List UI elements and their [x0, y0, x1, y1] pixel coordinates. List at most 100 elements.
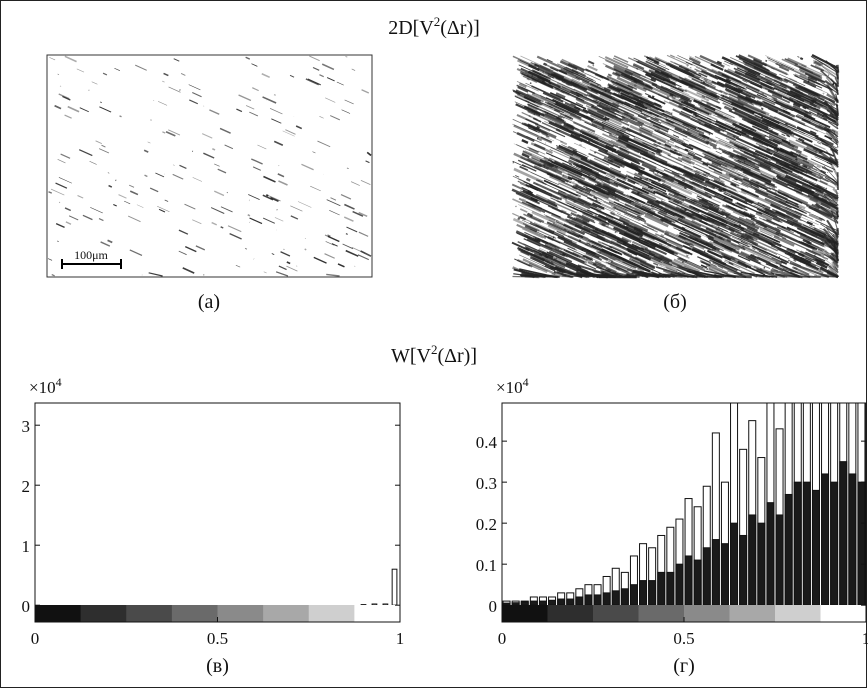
texture-stroke	[789, 238, 824, 255]
texture-stroke	[780, 130, 790, 136]
texture-stroke	[768, 169, 786, 179]
texture-stroke	[211, 221, 218, 226]
texture-stroke	[350, 181, 360, 186]
bar	[629, 584, 638, 606]
bar	[766, 502, 775, 606]
texture-stroke	[787, 57, 807, 68]
texture-stroke	[516, 80, 539, 92]
texture-stroke	[289, 74, 295, 78]
texture-stroke	[735, 132, 763, 146]
texture-stroke	[625, 174, 649, 187]
texture-stroke	[611, 71, 621, 78]
texture-stroke	[720, 64, 723, 67]
texture-stroke	[568, 145, 577, 151]
texture-stroke	[755, 211, 773, 222]
texture-stroke	[590, 114, 626, 132]
texture-stroke	[749, 171, 767, 181]
texture-stroke	[67, 105, 80, 113]
texture-stroke	[754, 190, 793, 209]
texture-stroke	[764, 210, 778, 218]
texture-stroke	[621, 117, 641, 128]
texture-stroke	[529, 253, 555, 266]
texture-stroke	[772, 179, 804, 196]
texture-stroke	[608, 133, 621, 141]
texture-stroke	[759, 163, 772, 171]
texture-stroke	[618, 191, 624, 195]
texture-stroke	[834, 138, 838, 141]
texture-stroke	[749, 266, 764, 275]
texture-stroke	[552, 98, 580, 113]
texture-stroke	[799, 256, 812, 264]
texture-stroke	[360, 250, 372, 257]
bar	[566, 598, 575, 606]
texture-stroke	[781, 166, 793, 173]
bar	[575, 596, 584, 606]
texture-stroke	[796, 227, 831, 244]
texture-stroke	[667, 154, 683, 163]
texture-stroke	[752, 253, 755, 256]
texture-stroke	[684, 198, 696, 205]
texture-stroke	[589, 149, 607, 158]
texture-stroke	[619, 147, 630, 155]
texture-stroke	[627, 178, 636, 185]
texture-stroke	[672, 108, 691, 118]
texture-stroke	[587, 108, 605, 118]
texture-stroke	[650, 204, 675, 217]
texture-stroke	[262, 217, 275, 224]
texture-stroke	[702, 81, 706, 85]
texture-stroke	[522, 228, 543, 239]
texture-stroke	[681, 142, 686, 147]
texture-stroke	[565, 202, 594, 216]
texture-stroke	[742, 80, 748, 83]
texture-stroke	[636, 232, 643, 236]
texture-stroke	[700, 213, 740, 232]
texture-stroke	[626, 145, 663, 164]
texture-stroke	[585, 105, 614, 119]
texture-stroke	[725, 204, 752, 218]
texture-stroke	[633, 172, 649, 181]
texture-stroke	[820, 202, 839, 214]
bar	[548, 599, 557, 606]
texture-stroke	[550, 213, 569, 224]
texture-stroke	[663, 100, 703, 119]
texture-stroke	[606, 112, 629, 124]
multiplier-exp: 4	[523, 375, 529, 389]
texture-stroke	[616, 178, 650, 195]
texture-stroke	[731, 128, 735, 131]
texture-stroke	[617, 139, 649, 155]
texture-stroke	[641, 237, 654, 245]
texture-stroke	[107, 172, 110, 174]
texture-stroke	[823, 165, 839, 183]
texture-stroke	[544, 235, 561, 244]
texture-stroke	[584, 260, 608, 271]
texture-stroke	[607, 117, 622, 126]
texture-stroke	[681, 261, 685, 264]
bar	[793, 481, 802, 606]
texture-stroke	[713, 241, 733, 251]
texture-stroke	[590, 86, 615, 99]
texture-stroke	[705, 173, 725, 183]
texture-stroke	[532, 69, 552, 80]
texture-stroke	[736, 146, 771, 164]
texture-stroke	[693, 99, 716, 112]
micrograph-a	[46, 54, 373, 278]
texture-stroke	[746, 70, 757, 77]
texture-stroke	[588, 197, 595, 201]
texture-stroke	[600, 99, 616, 108]
texture-stroke	[648, 69, 671, 81]
texture-stroke	[621, 115, 643, 127]
texture-stroke	[524, 71, 532, 76]
texture-stroke	[684, 89, 710, 102]
texture-stroke	[648, 169, 655, 173]
texture-stroke	[790, 248, 804, 256]
texture-stroke	[810, 233, 815, 237]
texture-stroke	[682, 107, 693, 114]
texture-stroke	[580, 157, 584, 160]
texture-stroke	[366, 151, 372, 157]
texture-stroke	[678, 234, 712, 251]
texture-stroke	[742, 132, 759, 142]
texture-stroke	[567, 247, 593, 260]
texture-stroke	[658, 153, 662, 157]
texture-stroke	[644, 214, 669, 228]
texture-stroke	[574, 223, 591, 234]
